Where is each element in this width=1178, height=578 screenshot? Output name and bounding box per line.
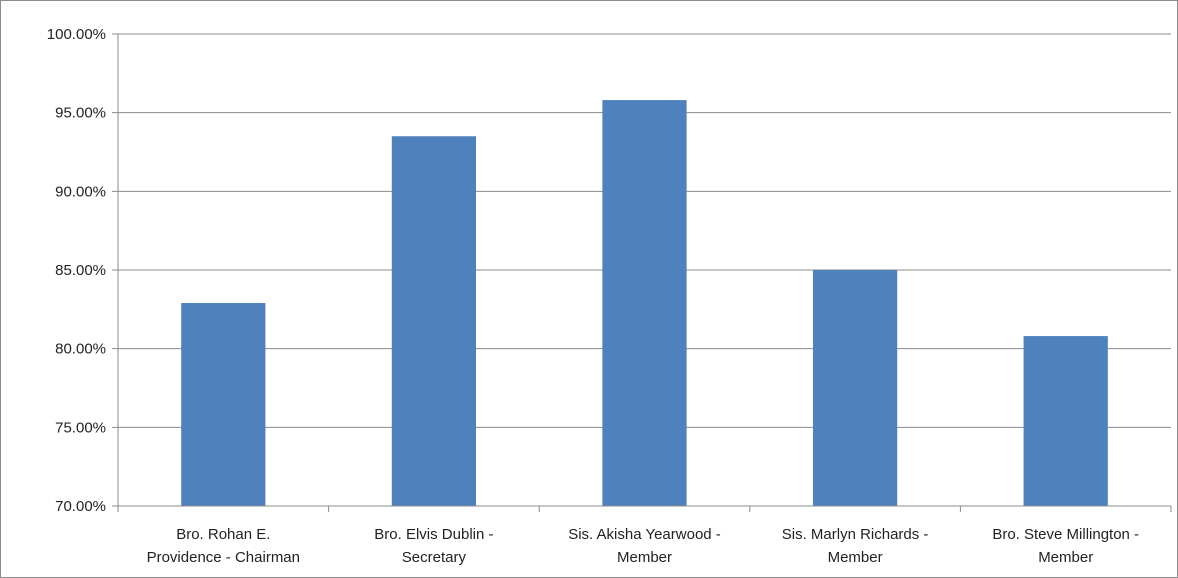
bar[interactable] [1023,336,1108,506]
y-tick-label: 100.00% [47,26,106,43]
x-category-label: Providence - Chairman [147,549,300,566]
x-category-label: Bro. Steve Millington - [992,526,1139,543]
bar[interactable] [391,136,477,506]
y-tick-label: 95.00% [55,105,106,122]
x-category-label: Bro. Rohan E. [176,526,270,543]
y-tick-label: 90.00% [55,183,106,200]
x-category-label: Member [828,549,883,566]
bar[interactable] [812,270,898,506]
bar[interactable] [181,303,266,506]
x-category-label: Sis. Akisha Yearwood - [568,526,721,543]
x-category-label: Secretary [402,549,467,566]
y-tick-label: 75.00% [55,419,106,436]
x-category-label: Member [617,549,672,566]
bar[interactable] [602,100,687,506]
x-category-label: Sis. Marlyn Richards - [782,526,929,543]
y-tick-label: 70.00% [55,498,106,515]
x-category-label: Member [1038,549,1093,566]
y-tick-label: 85.00% [55,262,106,279]
x-category-label: Bro. Elvis Dublin - [374,526,493,543]
y-tick-label: 80.00% [55,341,106,358]
